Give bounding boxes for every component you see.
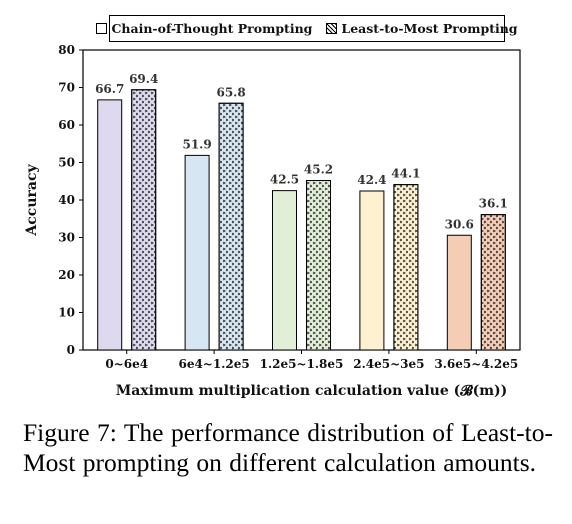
data-label: 66.7 — [95, 82, 124, 96]
legend-label-ltm: Least-to-Most Prompting — [341, 21, 518, 36]
legend: Chain-of-Thought Prompting Least-to-Most… — [96, 15, 518, 42]
y-tick-label: 10 — [58, 306, 75, 320]
y-tick-label: 60 — [58, 118, 75, 132]
legend-swatch-plain — [96, 23, 108, 34]
bar-cot — [97, 99, 123, 351]
bar-cot — [184, 154, 210, 351]
bar-cot — [359, 190, 385, 351]
x-tick-label: 2.4e5~3e5 — [353, 357, 424, 371]
bar-cot — [446, 234, 472, 351]
y-tick-label: 70 — [58, 81, 75, 95]
chart: 0 10 20 30 40 50 60 70 80 Accuracy 66.7 69.4 0~6e4 51… — [24, 43, 521, 399]
legend-label-cot: Chain-of-Thought Prompting — [111, 21, 313, 36]
y-tick-label: 40 — [58, 193, 75, 207]
data-label: 30.6 — [445, 217, 474, 231]
legend-swatch-hatched — [326, 23, 338, 34]
bar-cot — [272, 190, 297, 351]
data-label: 36.1 — [479, 197, 508, 211]
data-label: 42.4 — [357, 173, 386, 187]
y-tick-label: 20 — [58, 268, 75, 282]
x-tick-label: 1.2e5~1.8e5 — [260, 357, 344, 371]
data-label: 42.5 — [270, 173, 299, 187]
x-tick-label: 3.6e5~4.2e5 — [434, 357, 518, 371]
data-label: 51.9 — [182, 137, 211, 151]
bar-hatch-overlay — [306, 180, 331, 351]
y-tick-label: 80 — [58, 43, 75, 57]
y-tick-label: 30 — [58, 231, 75, 245]
data-label: 69.4 — [129, 72, 158, 86]
y-tick-label: 0 — [67, 343, 75, 357]
figure-caption: Figure 7: The performance distribution o… — [23, 418, 553, 477]
y-tick-label: 50 — [58, 156, 75, 170]
data-label: 45.2 — [304, 163, 333, 177]
x-tick-label: 0~6e4 — [105, 357, 148, 371]
data-label: 44.1 — [391, 167, 420, 181]
bar-hatch-overlay — [131, 89, 157, 351]
x-tick-label: 6e4~1.2e5 — [178, 357, 249, 371]
legend-item-ltm: Least-to-Most Prompting — [326, 21, 518, 36]
data-label: 65.8 — [216, 85, 245, 99]
bar-hatch-overlay — [393, 184, 419, 351]
bar-hatch-overlay — [480, 214, 506, 351]
x-axis-label: Maximum multiplication calculation value… — [116, 383, 508, 399]
bar-hatch-overlay — [218, 102, 244, 351]
legend-item-cot: Chain-of-Thought Prompting — [96, 21, 312, 36]
y-axis-label: Accuracy — [24, 164, 40, 237]
